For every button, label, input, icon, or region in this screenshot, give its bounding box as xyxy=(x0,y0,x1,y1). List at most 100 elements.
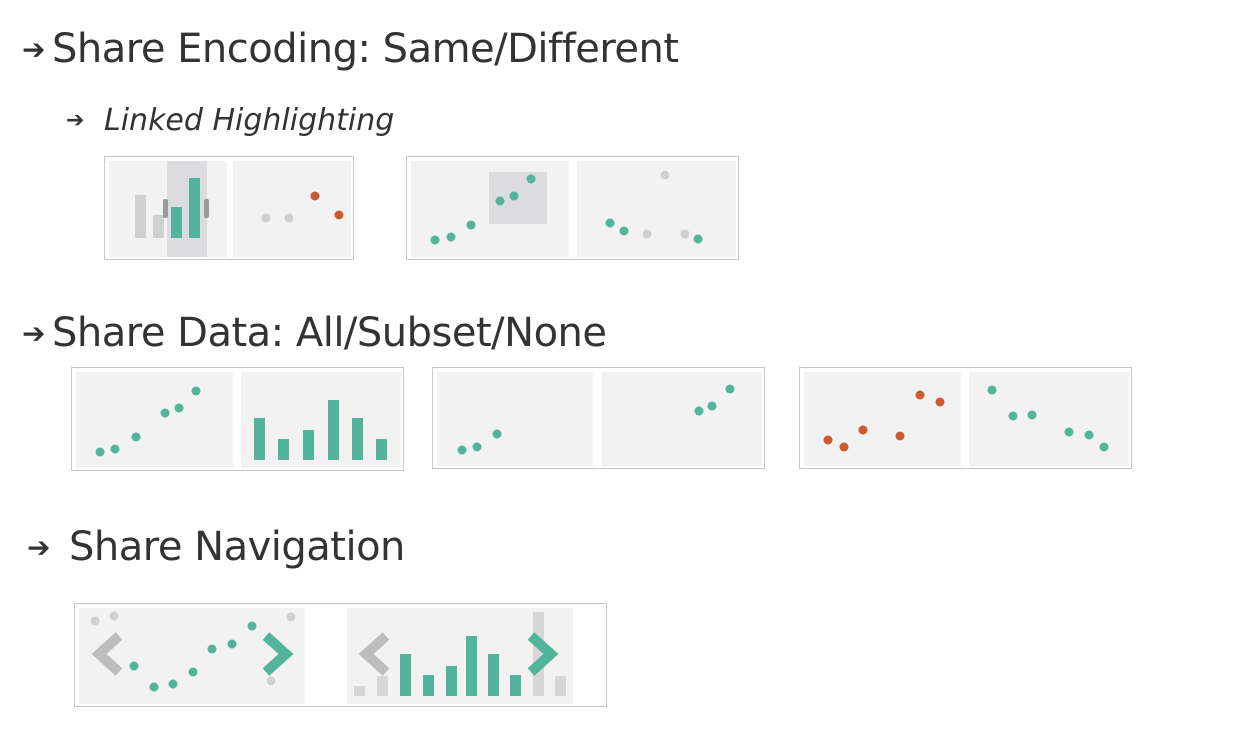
scatter-point xyxy=(310,191,320,201)
brush-handle-left xyxy=(163,199,168,218)
scatter-point xyxy=(680,229,690,239)
share-navigation-views xyxy=(74,603,607,707)
scatter-point xyxy=(284,213,294,223)
bar xyxy=(510,675,521,696)
bar xyxy=(135,195,146,238)
scatter-point xyxy=(1027,410,1037,420)
scatter-point xyxy=(446,232,456,242)
arrow-right-icon: ➔ xyxy=(66,108,85,133)
bar xyxy=(555,676,566,696)
bar xyxy=(254,418,265,460)
share-data-all xyxy=(71,367,404,471)
scatter-point xyxy=(286,612,296,622)
bar xyxy=(354,686,365,696)
bar xyxy=(377,676,388,696)
chevron-right-icon xyxy=(262,632,294,676)
scatter-panel xyxy=(233,161,351,257)
scatter-point xyxy=(619,226,629,236)
scatter-point xyxy=(495,196,505,206)
scatter-point xyxy=(261,213,271,223)
scatter-point xyxy=(693,234,703,244)
bar-panel xyxy=(241,372,401,468)
scatter-point xyxy=(987,385,997,395)
scatter-point xyxy=(90,616,100,626)
bar xyxy=(278,439,289,460)
scatter-point xyxy=(430,235,440,245)
scatter-point xyxy=(131,432,141,442)
chevron-right-icon xyxy=(527,632,559,676)
heading-share-data-label: Share Data: All/Subset/None xyxy=(52,310,607,356)
brush-handle-right xyxy=(204,199,209,218)
scatter-point xyxy=(526,174,536,184)
scatter-point xyxy=(95,447,105,457)
scatter-point xyxy=(509,191,519,201)
scatter-point xyxy=(109,611,119,621)
scatter-panel-left xyxy=(804,372,961,466)
chevron-left-icon xyxy=(358,632,390,676)
bar xyxy=(446,666,457,696)
scatter-point xyxy=(457,445,467,455)
scatter-point xyxy=(694,406,704,416)
bar xyxy=(488,654,499,696)
share-data-subset xyxy=(432,367,765,469)
scatter-point xyxy=(642,229,652,239)
scatter-point xyxy=(660,170,670,180)
heading-linked-highlighting-label: Linked Highlighting xyxy=(104,103,395,138)
scatter-point xyxy=(935,397,945,407)
bar xyxy=(328,400,339,460)
scatter-point xyxy=(466,220,476,230)
share-data-none xyxy=(799,367,1132,469)
heading-share-navigation: ➔ Share Navigation xyxy=(27,524,405,570)
heading-share-data: ➔ Share Data: All/Subset/None xyxy=(22,310,607,356)
scatter-point xyxy=(149,682,159,692)
scatter-point xyxy=(110,444,120,454)
bar xyxy=(352,418,363,460)
scatter-panel-right xyxy=(602,372,762,466)
bar xyxy=(466,636,477,696)
scatter-point xyxy=(160,408,170,418)
linked-highlight-bar-scatter xyxy=(104,156,354,260)
scatter-point xyxy=(915,390,925,400)
scatter-point xyxy=(227,639,237,649)
scatter-point xyxy=(188,667,198,677)
scatter-point xyxy=(858,425,868,435)
arrow-right-icon: ➔ xyxy=(22,316,45,350)
bar xyxy=(423,675,434,696)
scatter-point xyxy=(895,431,905,441)
scatter-point xyxy=(839,442,849,452)
scatter-point xyxy=(266,676,276,686)
linked-highlight-scatter-scatter xyxy=(406,156,739,260)
scatter-panel xyxy=(79,608,305,704)
bar xyxy=(376,439,387,460)
chevron-left-icon xyxy=(91,632,123,676)
scatter-point xyxy=(1084,430,1094,440)
bar xyxy=(400,654,411,696)
scatter-point xyxy=(707,401,717,411)
scatter-point xyxy=(1008,411,1018,421)
bar xyxy=(303,430,314,460)
scatter-point xyxy=(247,621,257,631)
heading-share-navigation-label: Share Navigation xyxy=(69,524,405,570)
scatter-point xyxy=(207,644,217,654)
scatter-point xyxy=(1099,442,1109,452)
arrow-right-icon: ➔ xyxy=(22,32,45,66)
bar xyxy=(189,178,200,238)
scatter-point xyxy=(472,442,482,452)
scatter-point xyxy=(492,429,502,439)
scatter-panel-right xyxy=(577,161,736,257)
bar xyxy=(153,215,164,238)
scatter-point xyxy=(605,218,615,228)
scatter-point xyxy=(334,210,344,220)
scatter-point xyxy=(725,384,735,394)
scatter-point xyxy=(823,435,833,445)
heading-share-encoding-label: Share Encoding: Same/Different xyxy=(52,26,679,72)
bar xyxy=(533,612,544,696)
heading-share-encoding: ➔ Share Encoding: Same/Different xyxy=(22,26,679,72)
bar xyxy=(171,207,182,238)
scatter-point xyxy=(191,386,201,396)
scatter-point xyxy=(168,679,178,689)
scatter-point xyxy=(129,661,139,671)
scatter-point xyxy=(1064,427,1074,437)
arrow-right-icon: ➔ xyxy=(27,530,50,564)
heading-linked-highlighting: ➔ Linked Highlighting xyxy=(66,103,394,138)
